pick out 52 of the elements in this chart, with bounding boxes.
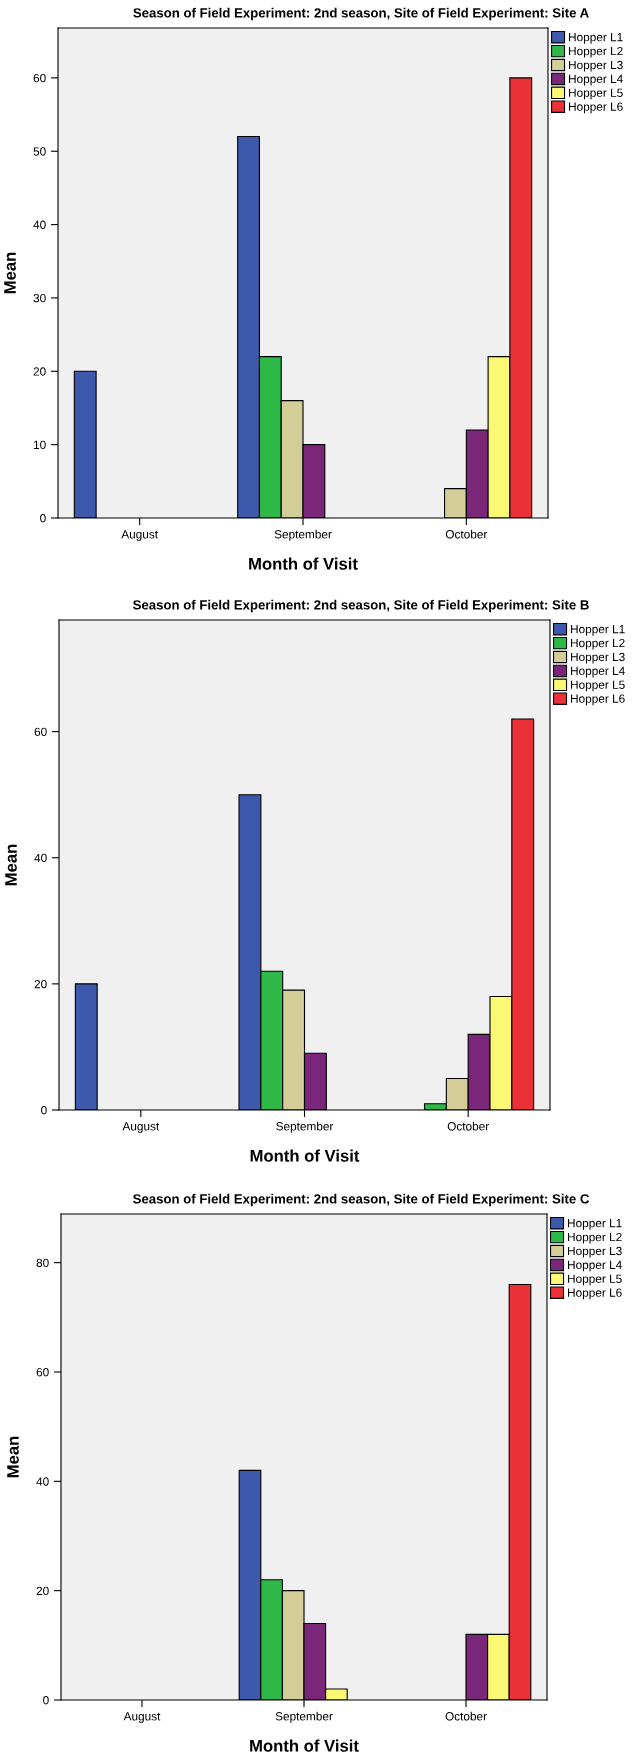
- x-tick-label: September: [274, 529, 332, 541]
- legend-label: Hopper L5: [569, 88, 623, 100]
- y-axis-title: Mean: [5, 844, 17, 886]
- y-tick-label: 20: [36, 1586, 49, 1596]
- legend-label: Hopper L2: [568, 1232, 622, 1244]
- legend-label: Hopper L2: [571, 638, 625, 650]
- chart-title: Season of Field Experiment: 2nd season, Site of Field Experiment: Site B: [133, 599, 589, 613]
- y-tick-label: 80: [36, 1258, 49, 1268]
- legend-label: Hopper L2: [569, 46, 623, 58]
- x-tick-label: October: [445, 1711, 487, 1721]
- x-tick-label: August: [122, 1122, 160, 1133]
- legend-label: Hopper L1: [571, 625, 625, 636]
- legend-label: Hopper L4: [571, 666, 625, 678]
- y-axis-title: Mean: [4, 252, 16, 294]
- y-tick-label: 0: [41, 1106, 47, 1115]
- y-tick-label: 30: [33, 293, 46, 303]
- y-tick-label: 40: [36, 1477, 49, 1486]
- legend-label: Hopper L5: [571, 680, 625, 692]
- y-tick-label: 60: [36, 1368, 49, 1377]
- y-tick-label: 60: [33, 73, 46, 83]
- y-tick-label: 10: [33, 440, 46, 450]
- legend-label: Hopper L6: [571, 694, 625, 706]
- legend-label: Hopper L1: [568, 1219, 622, 1230]
- x-tick-label: October: [447, 1121, 489, 1131]
- legend-label: Hopper L4: [569, 74, 623, 86]
- legend-label: Hopper L4: [568, 1260, 622, 1272]
- x-axis-title: Month of Visit: [250, 1149, 360, 1162]
- y-tick-label: 20: [34, 979, 47, 989]
- x-tick-label: August: [121, 530, 158, 541]
- x-axis-title: Month of Visit: [250, 1739, 359, 1752]
- legend-label: Hopper L6: [568, 1288, 622, 1300]
- legend-label: Hopper L3: [569, 60, 623, 72]
- chart-title: Season of Field Experiment: 2nd season, Site of Field Experiment: Site C: [133, 1193, 590, 1207]
- y-tick-label: 0: [43, 1696, 49, 1705]
- y-tick-label: 20: [33, 367, 46, 376]
- y-tick-label: 50: [33, 147, 46, 156]
- legend-label: Hopper L1: [569, 33, 623, 44]
- y-axis-title: Mean: [7, 1436, 19, 1478]
- x-axis-title: Month of Visit: [249, 557, 358, 570]
- x-tick-label: August: [123, 1712, 161, 1723]
- y-tick-label: 60: [34, 727, 47, 737]
- legend-label: Hopper L6: [569, 102, 623, 114]
- legend-label: Hopper L3: [568, 1246, 622, 1258]
- y-tick-label: 40: [33, 220, 46, 229]
- x-tick-label: September: [275, 1711, 333, 1723]
- chart-title: Season of Field Experiment: 2nd season, Site of Field Experiment: Site A: [133, 7, 589, 21]
- y-tick-label: 40: [34, 853, 47, 863]
- legend-label: Hopper L3: [571, 652, 625, 664]
- y-tick-label: 0: [40, 514, 46, 523]
- legend-label: Hopper L5: [568, 1274, 622, 1286]
- x-tick-label: October: [445, 529, 488, 539]
- x-tick-label: September: [276, 1121, 334, 1133]
